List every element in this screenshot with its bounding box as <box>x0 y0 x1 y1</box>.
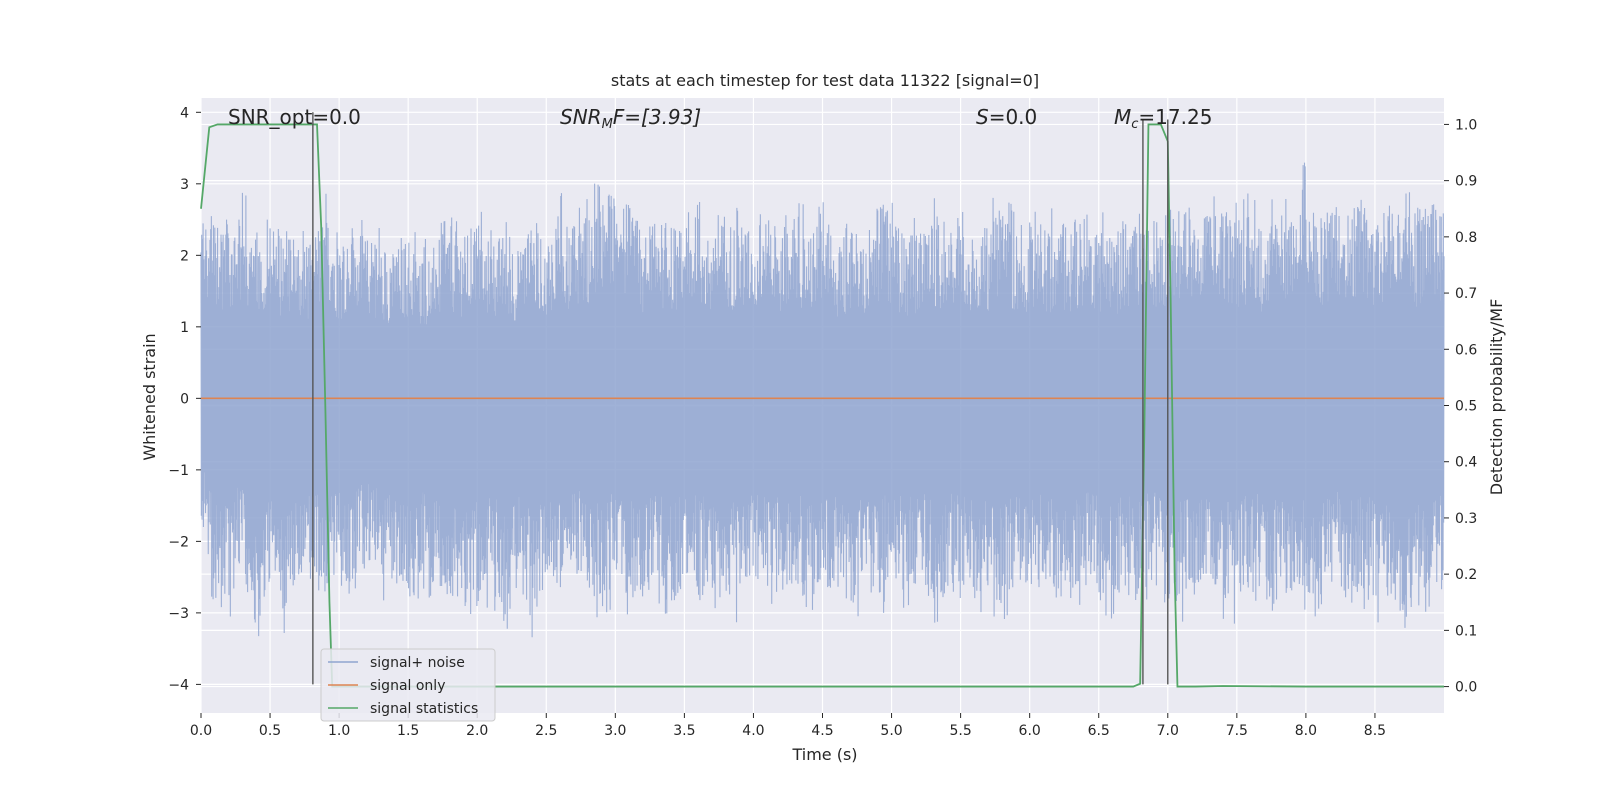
y-right-tick-label: 0.2 <box>1455 567 1477 583</box>
x-tick-label: 7.0 <box>1157 723 1179 739</box>
x-tick-label: 6.0 <box>1019 723 1041 739</box>
x-axis-label: Time (s) <box>791 745 857 764</box>
x-axis-ticks: 0.0 0.5 1.0 1.5 2.0 2.5 3.0 3.5 4.0 4.5 5.0 5.5 6.0 6… <box>190 713 1386 739</box>
chart-title: stats at each timestep for test data 113… <box>611 71 1039 90</box>
y-left-tick-label: −4 <box>168 677 189 693</box>
x-tick-label: 7.5 <box>1226 723 1248 739</box>
x-tick-label: 2.5 <box>535 723 557 739</box>
x-tick-label: 8.5 <box>1364 723 1386 739</box>
series-signal-noise <box>200 162 1445 638</box>
y-right-axis-ticks: 1.0 0.9 0.8 0.7 0.6 0.5 0.4 0.3 0.2 0.1 0.0 <box>1444 117 1477 696</box>
y-left-tick-label: 3 <box>180 177 189 193</box>
y-right-tick-label: 0.8 <box>1455 230 1477 246</box>
x-tick-label: 5.5 <box>949 723 971 739</box>
x-tick-label: 0.5 <box>259 723 281 739</box>
y-right-tick-label: 0.4 <box>1455 455 1477 471</box>
y-right-tick-label: 0.3 <box>1455 511 1477 527</box>
legend-box <box>320 648 496 722</box>
y-left-tick-label: 2 <box>180 248 189 264</box>
y-right-tick-label: 0.6 <box>1455 342 1477 358</box>
x-tick-label: 4.5 <box>811 723 833 739</box>
y-right-tick-label: 0.1 <box>1455 623 1477 639</box>
annotation-snr-opt: SNR_opt=0.0 <box>228 105 361 129</box>
x-tick-label: 0.0 <box>190 723 212 739</box>
legend-label-signal-noise: signal+ noise <box>370 655 465 671</box>
y-right-tick-label: 0.0 <box>1455 680 1477 696</box>
legend-label-signal-statistics: signal statistics <box>370 701 478 717</box>
annotation-snr-mf: SNRMF=[3.93] <box>560 105 701 132</box>
y-left-tick-label: 1 <box>180 320 189 336</box>
annotation-s: S=0.0 <box>976 105 1037 129</box>
x-tick-label: 3.0 <box>604 723 626 739</box>
x-tick-label: 1.5 <box>397 723 419 739</box>
y-right-tick-label: 0.5 <box>1455 399 1477 415</box>
x-tick-label: 1.0 <box>328 723 350 739</box>
legend-label-signal-only: signal only <box>370 678 445 694</box>
x-tick-label: 2.0 <box>466 723 488 739</box>
y-left-axis-label: Whitened strain <box>140 333 159 460</box>
y-left-tick-label: −3 <box>168 606 189 622</box>
y-left-tick-label: −1 <box>168 463 189 479</box>
y-right-tick-label: 1.0 <box>1455 117 1477 133</box>
y-left-tick-label: 0 <box>180 391 189 407</box>
x-tick-label: 5.0 <box>880 723 902 739</box>
signal-statistics-line <box>200 123 1444 688</box>
x-tick-label: 4.0 <box>742 723 764 739</box>
vertical-markers <box>312 112 1169 685</box>
x-tick-label: 3.5 <box>673 723 695 739</box>
series-signal-statistics <box>200 123 1444 688</box>
annotation-mc: Mc=17.25 <box>1114 105 1212 132</box>
x-tick-label: 6.5 <box>1088 723 1110 739</box>
signal-noise-line <box>200 162 1445 638</box>
y-left-tick-label: 4 <box>180 105 189 121</box>
y-left-tick-label: −2 <box>168 534 189 550</box>
legend: signal+ noise signal only signal statist… <box>320 648 496 722</box>
y-right-axis-label: Detection probability/MF <box>1487 299 1506 496</box>
y-left-axis-ticks: 4 3 2 1 0 −1 −2 −3 −4 <box>168 105 201 693</box>
x-tick-label: 8.0 <box>1295 723 1317 739</box>
y-right-tick-label: 0.7 <box>1455 286 1477 302</box>
y-right-tick-label: 0.9 <box>1455 174 1477 190</box>
